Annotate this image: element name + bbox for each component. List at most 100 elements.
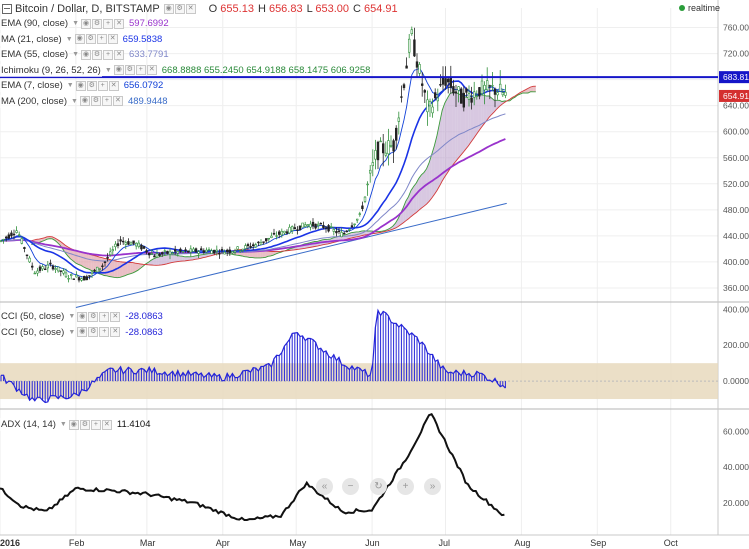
dropdown-caret-icon[interactable]: ▼	[72, 51, 79, 59]
settings-icon[interactable]: ⚙	[85, 34, 96, 45]
settings-icon[interactable]: ⚙	[88, 327, 99, 338]
adx-legend-row[interactable]: ADX (14, 14) ▼ ◉ ⚙ + ✕ 11.4104	[0, 417, 151, 433]
candle-body	[309, 223, 312, 228]
settings-icon[interactable]: ⚙	[174, 4, 185, 14]
dropdown-caret-icon[interactable]: ▼	[65, 35, 73, 43]
close-icon[interactable]: ✕	[112, 96, 123, 107]
dropdown-caret-icon[interactable]: ▼	[72, 20, 79, 28]
price-legend-row[interactable]: EMA (7, close) ▼ ◉ ⚙ + ✕ 656.0792	[0, 78, 370, 94]
cloud-segment	[468, 96, 471, 147]
close-icon[interactable]: ✕	[107, 34, 118, 45]
candle-body	[122, 240, 125, 243]
add-icon[interactable]: +	[97, 80, 108, 91]
eye-icon[interactable]: ◉	[77, 311, 88, 322]
candle-body	[59, 270, 63, 272]
cloud-segment	[366, 230, 370, 235]
close-icon[interactable]: ✕	[108, 80, 119, 91]
scroll-right-button[interactable]: »	[424, 478, 441, 495]
dropdown-caret-icon[interactable]: ▼	[66, 82, 74, 90]
price-axis-tick-8: 440.00	[723, 231, 749, 241]
price-axis-tick-5: 560.00	[723, 153, 749, 163]
ohlc-item: H 656.83	[258, 3, 303, 15]
eye-icon[interactable]: ◉	[163, 4, 174, 14]
settings-icon[interactable]: ⚙	[92, 18, 102, 29]
eye-icon[interactable]: ◉	[77, 327, 88, 338]
dropdown-caret-icon[interactable]: ▼	[104, 66, 112, 74]
price-legend-row[interactable]: MA (200, close) ▼ ◉ ⚙ + ✕ 489.9448	[0, 94, 370, 110]
candle-body	[270, 235, 273, 238]
close-icon[interactable]: ✕	[114, 49, 124, 60]
settings-icon[interactable]: ⚙	[124, 65, 135, 76]
candle-body	[80, 278, 83, 281]
adx-indicator-legend: ADX (14, 14) ▼ ◉ ⚙ + ✕ 11.4104	[0, 417, 151, 433]
close-icon[interactable]: ✕	[101, 419, 112, 430]
close-icon[interactable]: ✕	[114, 18, 124, 29]
price-legend-row[interactable]: Ichimoku (9, 26, 52, 26) ▼ ◉ ⚙ + ✕ 668.8888 65…	[0, 63, 370, 79]
candle-body	[384, 152, 387, 156]
candle-body	[467, 93, 471, 100]
candle-body	[290, 226, 294, 231]
eye-icon[interactable]: ◉	[74, 34, 85, 45]
cci-legend-row[interactable]: CCI (50, close) ▼ ◉ ⚙ + ✕ -28.0863	[0, 309, 163, 325]
add-icon[interactable]: +	[99, 311, 110, 322]
candle-body	[140, 244, 143, 250]
candle-body	[210, 250, 213, 254]
close-icon[interactable]: ✕	[185, 4, 196, 14]
candle-body	[36, 270, 39, 274]
dropdown-caret-icon[interactable]: ▼	[68, 313, 76, 321]
add-icon[interactable]: +	[96, 34, 107, 45]
candle-body	[379, 140, 382, 143]
candle-body	[93, 269, 96, 272]
candle-body	[441, 77, 445, 85]
cloud-segment	[177, 255, 180, 262]
add-icon[interactable]: +	[103, 49, 113, 60]
eye-icon[interactable]: ◉	[113, 65, 124, 76]
price-legend-row[interactable]: EMA (55, close) ▼ ◉ ⚙ + ✕ 633.7791	[0, 47, 370, 63]
settings-icon[interactable]: ⚙	[88, 311, 99, 322]
settings-icon[interactable]: ⚙	[90, 96, 101, 107]
candle-body	[246, 244, 250, 247]
candle-body	[267, 237, 270, 240]
ohlc-item: L 653.00	[307, 3, 349, 15]
collapse-icon[interactable]	[2, 4, 12, 14]
close-icon[interactable]: ✕	[110, 327, 121, 338]
candle-body	[228, 249, 231, 253]
price-legend-row[interactable]: EMA (90, close) ▼ ◉ ⚙ + ✕ 597.6992	[0, 16, 370, 32]
candle-body	[329, 226, 333, 228]
eye-icon[interactable]: ◉	[79, 96, 90, 107]
zoom-out-button[interactable]: −	[342, 478, 359, 495]
scroll-left-button[interactable]: «	[316, 478, 333, 495]
add-icon[interactable]: +	[103, 18, 113, 29]
cloud-segment	[262, 250, 266, 258]
candle-body	[446, 78, 450, 83]
price-legend-row[interactable]: MA (21, close) ▼ ◉ ⚙ + ✕ 659.5838	[0, 32, 370, 48]
eye-icon[interactable]: ◉	[68, 419, 79, 430]
dropdown-caret-icon[interactable]: ▼	[68, 328, 76, 336]
candle-body	[389, 144, 393, 147]
candle-body	[501, 92, 504, 96]
add-icon[interactable]: +	[101, 96, 112, 107]
dropdown-caret-icon[interactable]: ▼	[71, 97, 78, 105]
eye-icon[interactable]: ◉	[81, 49, 91, 60]
cci-legend-row[interactable]: CCI (50, close) ▼ ◉ ⚙ + ✕ -28.0863	[0, 325, 163, 341]
close-icon[interactable]: ✕	[146, 65, 157, 76]
candle-body	[392, 140, 395, 152]
adx-axis-tick-0: 60.0000	[723, 426, 749, 436]
eye-icon[interactable]: ◉	[75, 80, 86, 91]
candle-body	[337, 230, 341, 233]
cci-indicator-value: -28.0863	[125, 311, 163, 323]
close-icon[interactable]: ✕	[110, 311, 121, 322]
zoom-in-button[interactable]: +	[397, 478, 414, 495]
settings-icon[interactable]: ⚙	[92, 49, 102, 60]
dropdown-caret-icon[interactable]: ▼	[59, 421, 67, 429]
settings-icon[interactable]: ⚙	[86, 80, 97, 91]
add-icon[interactable]: +	[90, 419, 101, 430]
add-icon[interactable]: +	[99, 327, 110, 338]
add-icon[interactable]: +	[135, 65, 146, 76]
reset-chart-button[interactable]: ↻	[370, 478, 387, 495]
ohlc-value: 655.13	[217, 3, 254, 15]
eye-icon[interactable]: ◉	[81, 18, 91, 29]
settings-icon[interactable]: ⚙	[79, 419, 90, 430]
ohlc-item: C 654.91	[353, 3, 398, 15]
